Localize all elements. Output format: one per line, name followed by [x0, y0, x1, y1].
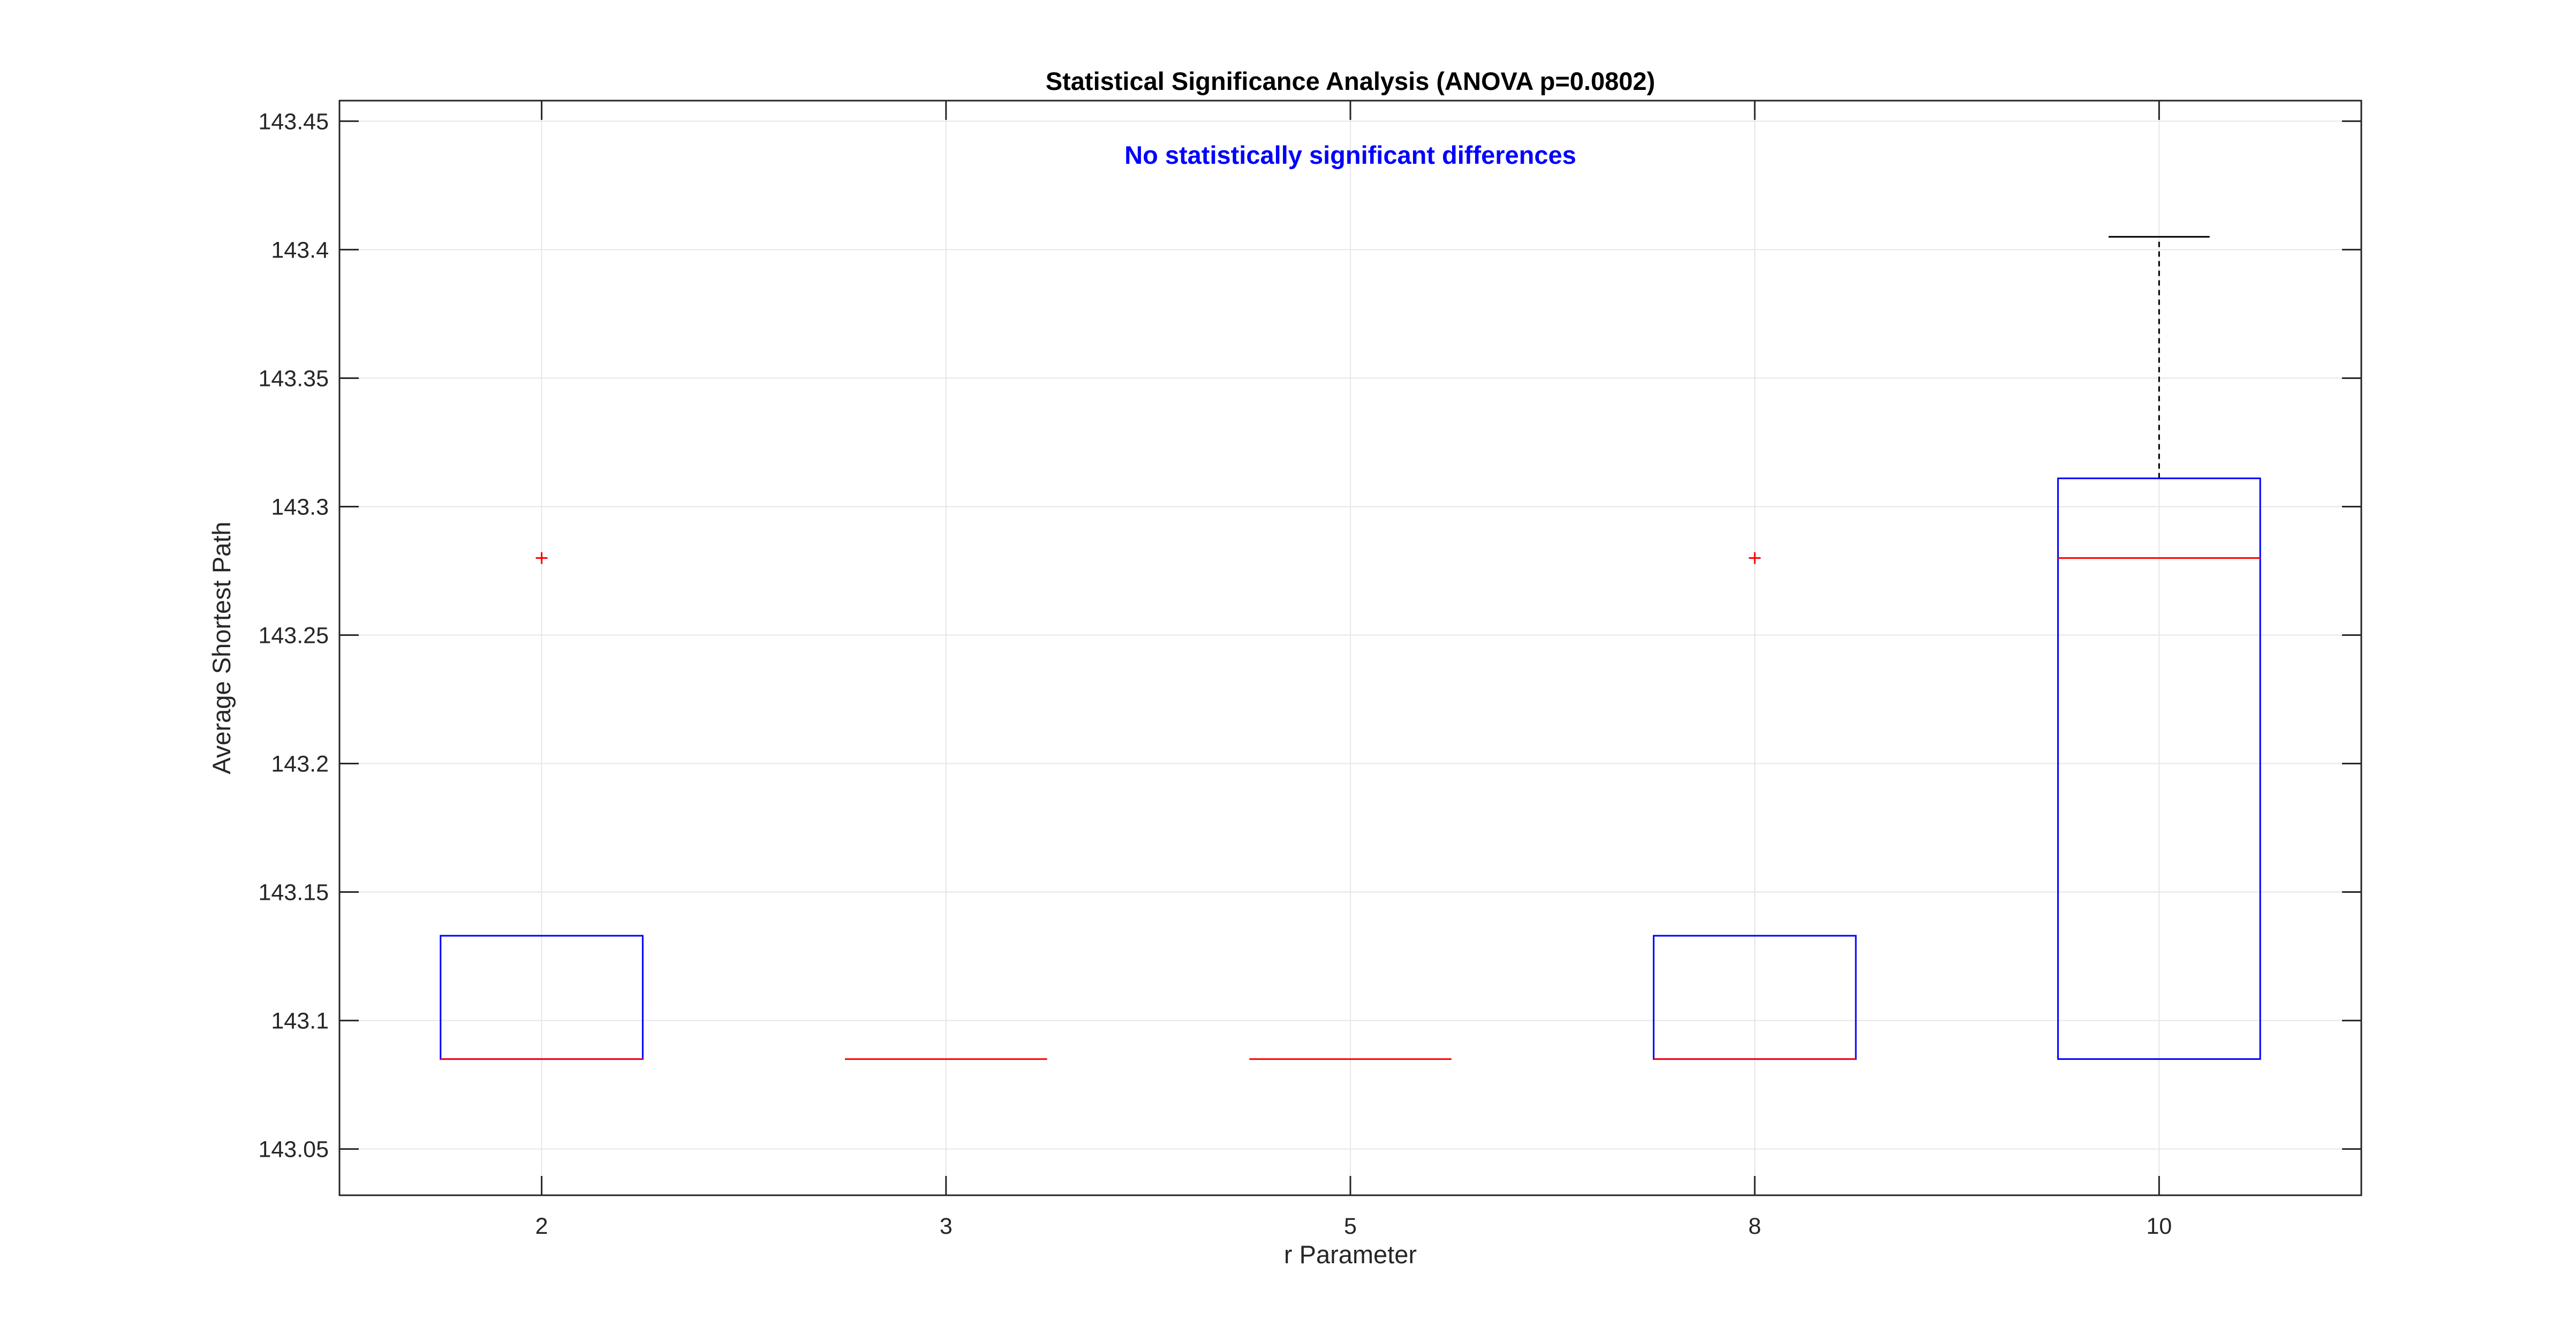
y-tick-label: 143.1: [271, 1008, 329, 1034]
data-layer: [440, 236, 2261, 1060]
box-iqr: [2057, 477, 2261, 1060]
outlier-marker: [1749, 552, 1761, 564]
y-axis-label: Average Shortest Path: [207, 521, 236, 774]
chart-title: Statistical Significance Analysis (ANOVA…: [1046, 67, 1655, 95]
y-tick-label: 143.25: [258, 623, 329, 648]
x-tick-label: 3: [940, 1213, 953, 1239]
y-tick-label: 143.3: [271, 494, 329, 520]
x-axis-label: r Parameter: [1284, 1240, 1417, 1269]
y-tick-label: 143.45: [258, 109, 329, 134]
grid-layer: [339, 101, 2361, 1195]
y-tick-label: 143.15: [258, 880, 329, 906]
x-tick-label: 2: [535, 1213, 548, 1239]
x-tick-label: 10: [2146, 1213, 2172, 1239]
y-tick-label: 143.05: [258, 1137, 329, 1163]
box-group-r-8: [1652, 552, 1857, 1060]
tick-layer: 143.05 143.1 143.15 143.2 143.25 143.3 143.35 1…: [258, 101, 2361, 1239]
x-tick-label: 8: [1748, 1213, 1761, 1239]
box-group-r-2: [440, 552, 644, 1060]
significance-annotation: No statistically significant differences: [1124, 141, 1576, 169]
y-tick-label: 143.4: [271, 237, 329, 263]
box-group-r-10: [2057, 236, 2261, 1060]
y-tick-label: 143.35: [258, 366, 329, 391]
y-tick-label: 143.2: [271, 752, 329, 777]
outlier-marker: [535, 552, 548, 564]
x-tick-label: 5: [1344, 1213, 1357, 1239]
